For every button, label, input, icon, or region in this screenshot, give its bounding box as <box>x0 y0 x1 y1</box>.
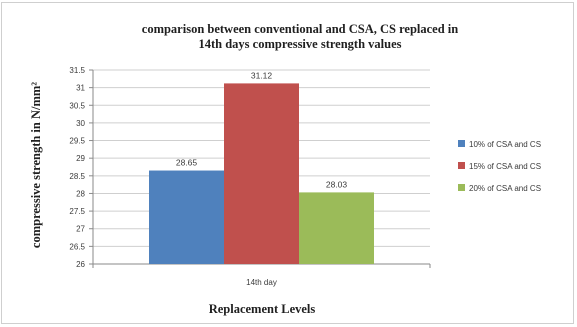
legend-label: 20% of CSA and CS <box>469 184 541 193</box>
y-tick-label: 28.5 <box>69 172 85 181</box>
bar <box>149 171 224 264</box>
x-axis-title: Replacement Levels <box>209 302 316 316</box>
bars <box>149 83 374 264</box>
data-label: 28.65 <box>176 158 198 168</box>
y-tick-label: 26.5 <box>69 242 85 251</box>
data-label: 28.03 <box>326 179 348 189</box>
bar <box>299 192 374 264</box>
y-tick-label: 28 <box>76 189 85 198</box>
y-tick-label: 30 <box>76 119 85 128</box>
y-tick-label: 27.5 <box>69 207 85 216</box>
legend-label: 15% of CSA and CS <box>469 162 541 171</box>
y-tick-label: 27 <box>76 225 85 234</box>
legend: 10% of CSA and CS 15% of CSA and CS 20% of… <box>458 140 541 193</box>
y-tick-label: 31 <box>76 84 85 93</box>
chart-title-line-2: 14th days compressive strength values <box>198 37 401 51</box>
y-tick-label: 30.5 <box>69 101 85 110</box>
bar <box>224 83 299 264</box>
y-axis-title: compressive strength in N/mm² <box>29 82 43 248</box>
data-label: 31.12 <box>251 70 273 80</box>
y-tick-label: 26 <box>76 260 85 269</box>
x-tick-label: 14th day <box>246 278 277 287</box>
y-tick-label: 29.5 <box>69 137 85 146</box>
legend-swatch <box>458 140 465 147</box>
y-tick-label: 29 <box>76 154 85 163</box>
legend-swatch <box>458 162 465 169</box>
legend-label: 10% of CSA and CS <box>469 140 541 149</box>
x-tick-labels: 14th day <box>246 278 277 287</box>
y-tick-label: 31.5 <box>69 66 85 75</box>
legend-swatch <box>458 184 465 191</box>
chart-title-line-1: comparison between conventional and CSA,… <box>142 22 459 36</box>
y-tick-labels: 26 26.5 27 27.5 28 28.5 29 29.5 30 30.5 31 31.5 <box>69 66 85 269</box>
